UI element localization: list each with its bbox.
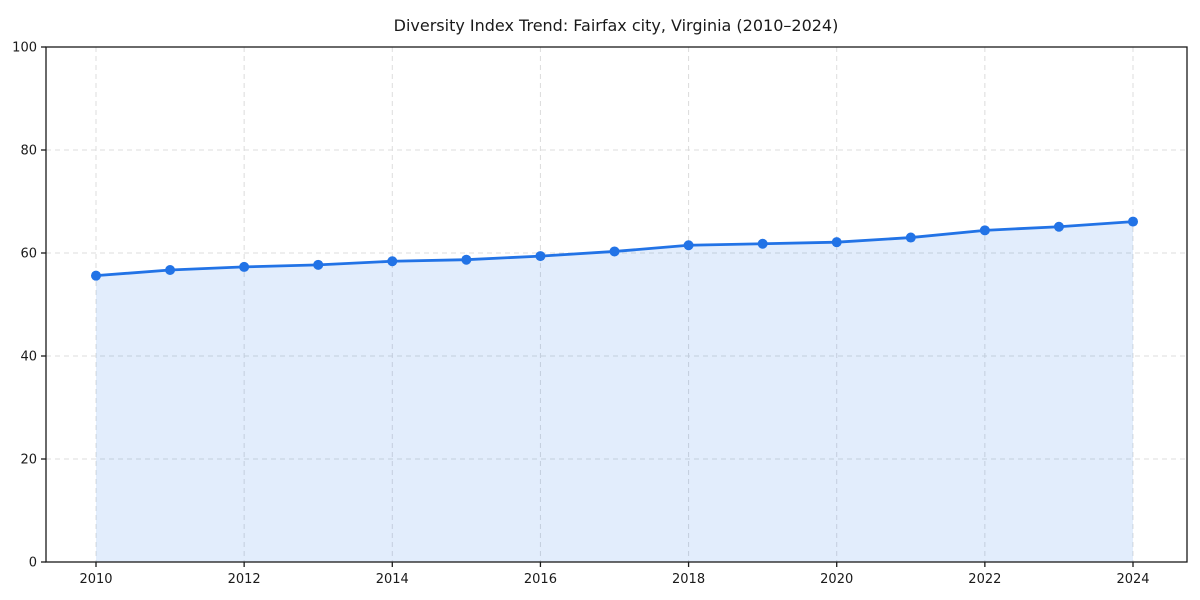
x-tick-label: 2018: [672, 572, 705, 587]
y-tick-label: 100: [12, 41, 37, 56]
axes: 0 20 40 60 80 100 2010 2012 2014 2016 2018 2020 2022…: [12, 41, 1188, 587]
y-tick-label: 80: [20, 144, 37, 159]
data-point: [905, 232, 916, 243]
data-point: [239, 261, 250, 272]
data-point: [831, 237, 842, 248]
x-tick-label: 2022: [968, 572, 1001, 587]
area-fill: [96, 221, 1133, 562]
data-point: [1128, 216, 1138, 227]
x-tick-label: 2020: [820, 572, 853, 587]
x-tick-label: 2012: [228, 572, 261, 587]
data-point: [1053, 221, 1064, 232]
y-tick-label: 20: [20, 453, 37, 468]
data-point: [757, 238, 768, 249]
y-tick-label: 40: [20, 350, 37, 365]
x-tick-label: 2014: [376, 572, 409, 587]
data-point: [609, 246, 620, 257]
data-point: [979, 225, 990, 236]
y-tick-label: 60: [20, 247, 37, 262]
x-tick-label: 2024: [1116, 572, 1149, 587]
data-point: [461, 254, 472, 265]
x-tick-label: 2010: [79, 572, 112, 587]
x-tick-label: 2016: [524, 572, 557, 587]
data-series: [91, 216, 1138, 562]
chart-title: Diversity Index Trend: Fairfax city, Vir…: [394, 16, 839, 35]
data-point: [313, 259, 324, 270]
data-point: [91, 270, 101, 281]
data-point: [683, 240, 694, 251]
data-point: [165, 264, 176, 275]
data-point: [535, 251, 546, 262]
data-point: [387, 256, 398, 267]
y-tick-label: 0: [29, 556, 37, 571]
plot-border: [45, 46, 1188, 563]
